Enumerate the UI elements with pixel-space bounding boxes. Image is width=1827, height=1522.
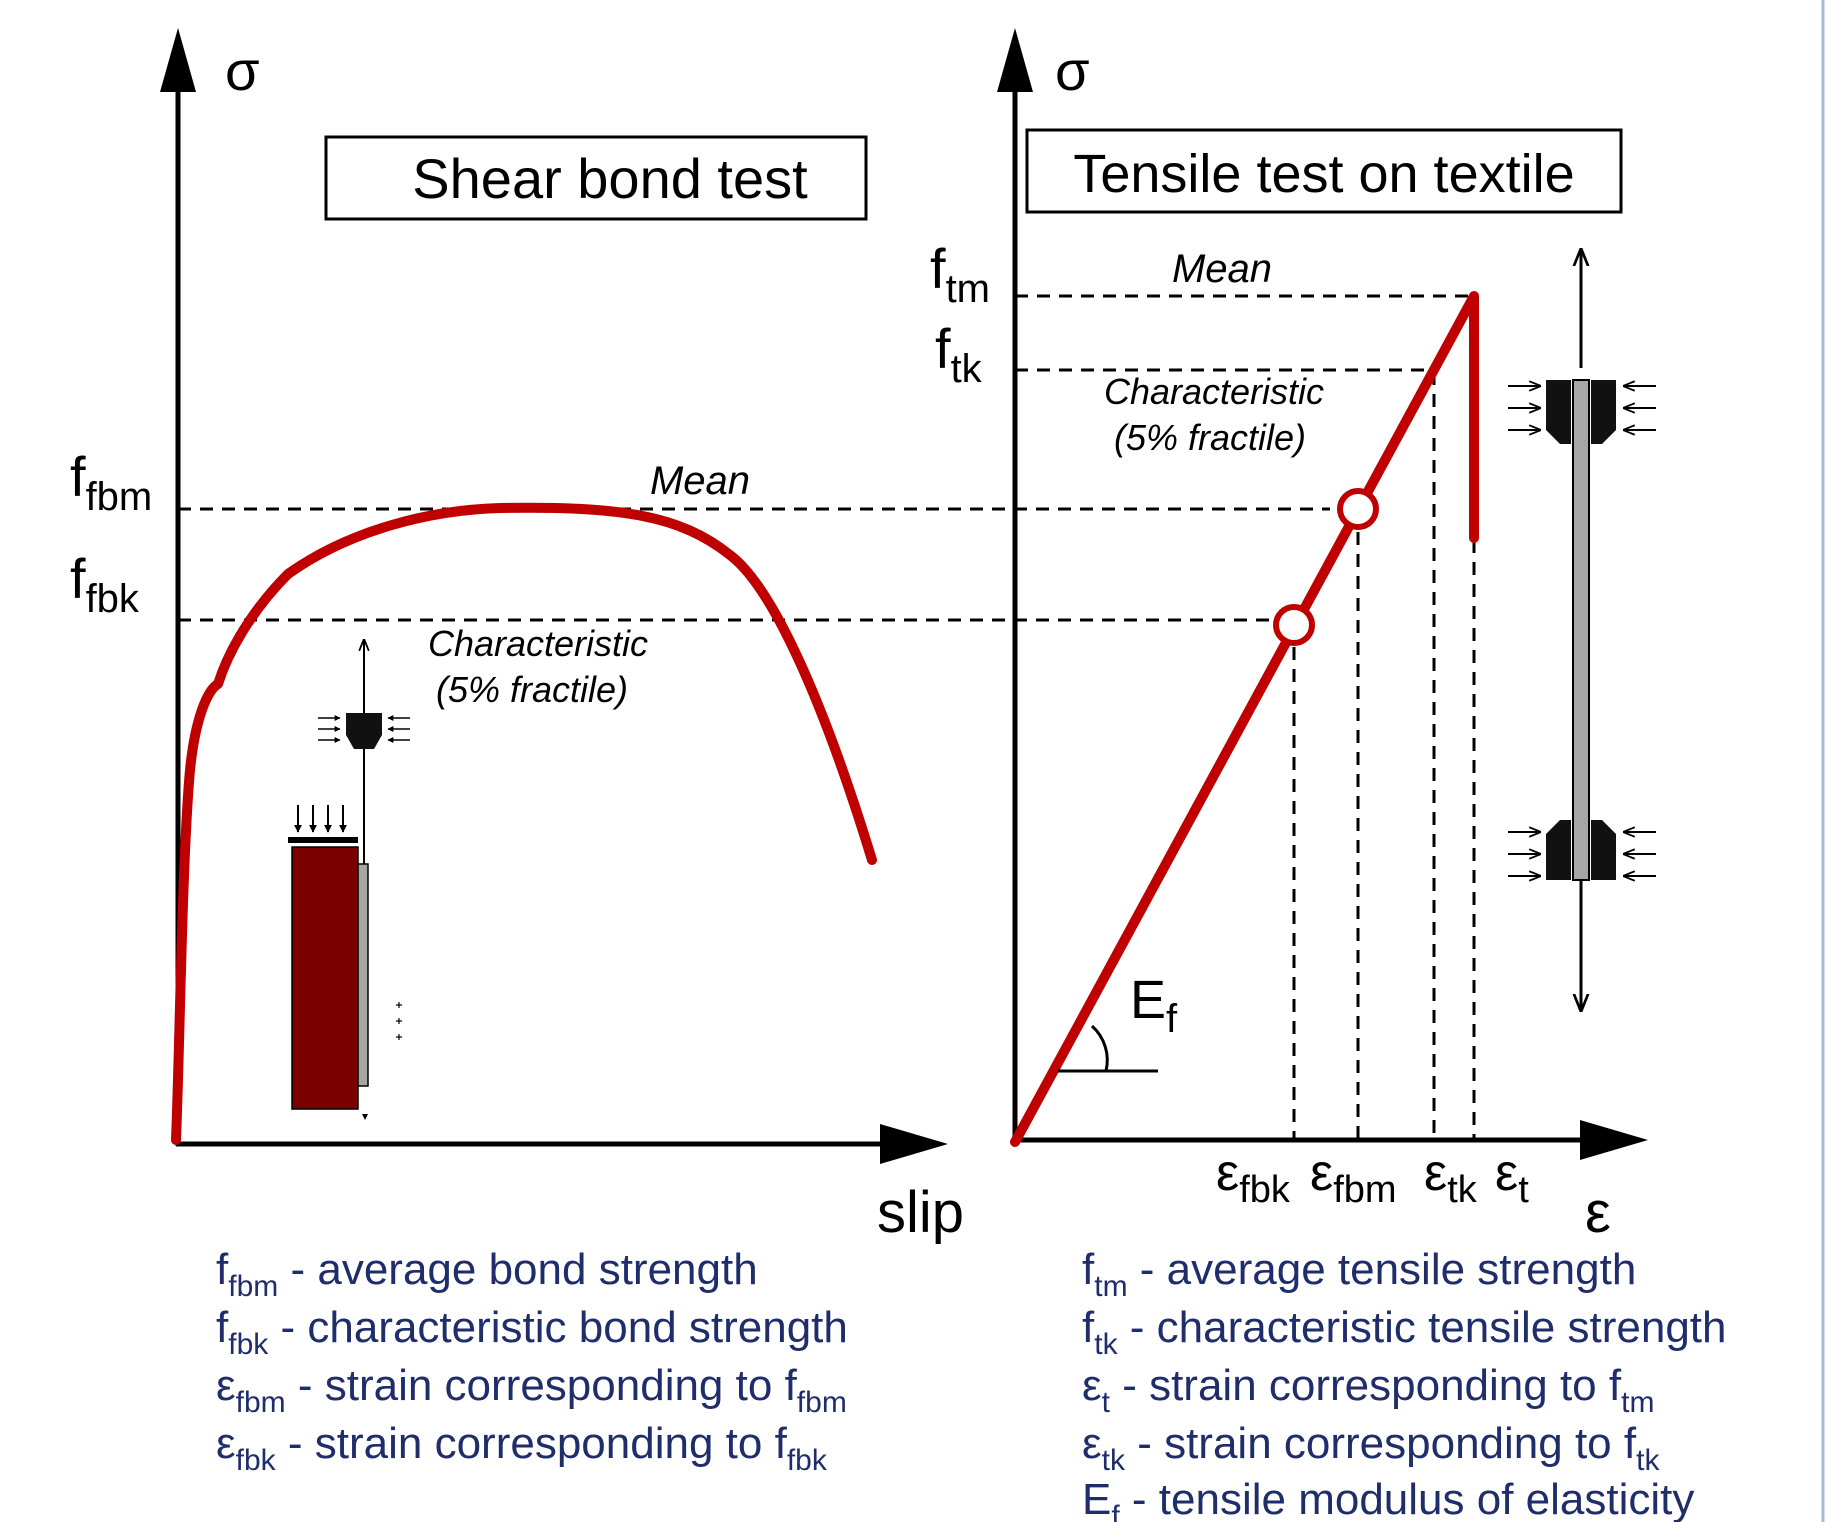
legend-right-item: εtk - strain corresponding to ftk	[1082, 1419, 1660, 1477]
top-grip-left	[1546, 380, 1571, 444]
legend-right-item: ftk - characteristic tensile strength	[1082, 1303, 1727, 1361]
bond-slip-curve	[171, 502, 877, 1145]
legend-left-item: εfbm - strain corresponding to ffbm	[216, 1361, 847, 1419]
legend-left-item: εfbk - strain corresponding to ffbk	[216, 1419, 828, 1477]
right-chart: σ ε Tensile test on textile ftm ftk Mean…	[930, 28, 1656, 1245]
bottom-grip-left	[1546, 820, 1571, 880]
strain-tick-labels: εfbk εfbm εtk εt	[1216, 1144, 1529, 1211]
small-arrow-tip	[362, 1114, 368, 1120]
left-char-label: Characteristic	[428, 623, 648, 664]
legend-right-item: ftm - average tensile strength	[1082, 1245, 1636, 1303]
grip-pressure-arrows	[1508, 386, 1656, 876]
modulus-arc	[1090, 1024, 1109, 1072]
right-title-box	[1025, 128, 1623, 214]
right-title: Tensile test on textile	[1073, 144, 1574, 204]
right-y-axis-label: σ	[1055, 39, 1090, 102]
left-x-axis-label: slip	[877, 1180, 964, 1245]
tick-etk: εtk	[1424, 1144, 1478, 1211]
brick-prism	[291, 846, 359, 1110]
right-mean-label: Mean	[1172, 247, 1272, 291]
tick-efbm: εfbm	[1310, 1144, 1397, 1211]
legend-right: ftm - average tensile strength ftk - cha…	[1082, 1245, 1727, 1522]
right-x-arrow	[1580, 1120, 1648, 1160]
left-x-arrow	[880, 1124, 948, 1164]
legend-left-item: ffbk - characteristic bond strength	[216, 1303, 848, 1361]
legend-left-item: ffbm - average bond strength	[216, 1245, 758, 1303]
stress-strain-curve	[1010, 291, 1479, 1147]
left-y-arrow	[160, 28, 196, 92]
legend-right-item: Ef - tensile modulus of elasticity	[1082, 1475, 1694, 1522]
point-ffbk	[1273, 604, 1315, 646]
left-char-label-2: (5% fractile)	[436, 669, 628, 710]
ftk-label: ftk	[935, 317, 983, 391]
left-mean-label: Mean	[650, 459, 750, 503]
tick-efbk: εfbk	[1216, 1144, 1291, 1211]
tensile-specimen	[1508, 250, 1656, 1010]
legend-right-item: εt - strain corresponding to ftm	[1082, 1361, 1654, 1419]
modulus-label: Ef	[1130, 970, 1178, 1041]
left-title-box	[324, 135, 868, 221]
left-title: Shear bond test	[412, 147, 808, 210]
left-y-axis-label: σ	[225, 39, 260, 102]
displacement-gauge-marks	[396, 1002, 402, 1040]
right-char-label-2: (5% fractile)	[1114, 417, 1306, 458]
top-grip-right	[1591, 380, 1616, 444]
right-x-axis-label: ε	[1585, 1180, 1611, 1245]
right-y-arrow	[997, 28, 1033, 92]
textile-strip	[357, 863, 369, 1087]
textile-specimen-strip	[1572, 379, 1590, 881]
ffbk-label: ffbk	[70, 547, 140, 621]
tick-et: εt	[1495, 1144, 1529, 1211]
legend-left: ffbm - average bond strength ffbk - char…	[216, 1245, 848, 1477]
shear-bond-specimen	[288, 640, 410, 1120]
bottom-grip-right	[1591, 820, 1616, 880]
small-grip	[346, 713, 382, 749]
ftm-label: ftm	[930, 237, 990, 311]
left-chart: σ slip Shear bond test ffbm ffbk Mean Ch…	[70, 28, 1330, 1245]
ffbm-label: ffbm	[70, 445, 152, 519]
right-char-label: Characteristic	[1104, 371, 1324, 412]
point-ffbm	[1337, 488, 1379, 530]
